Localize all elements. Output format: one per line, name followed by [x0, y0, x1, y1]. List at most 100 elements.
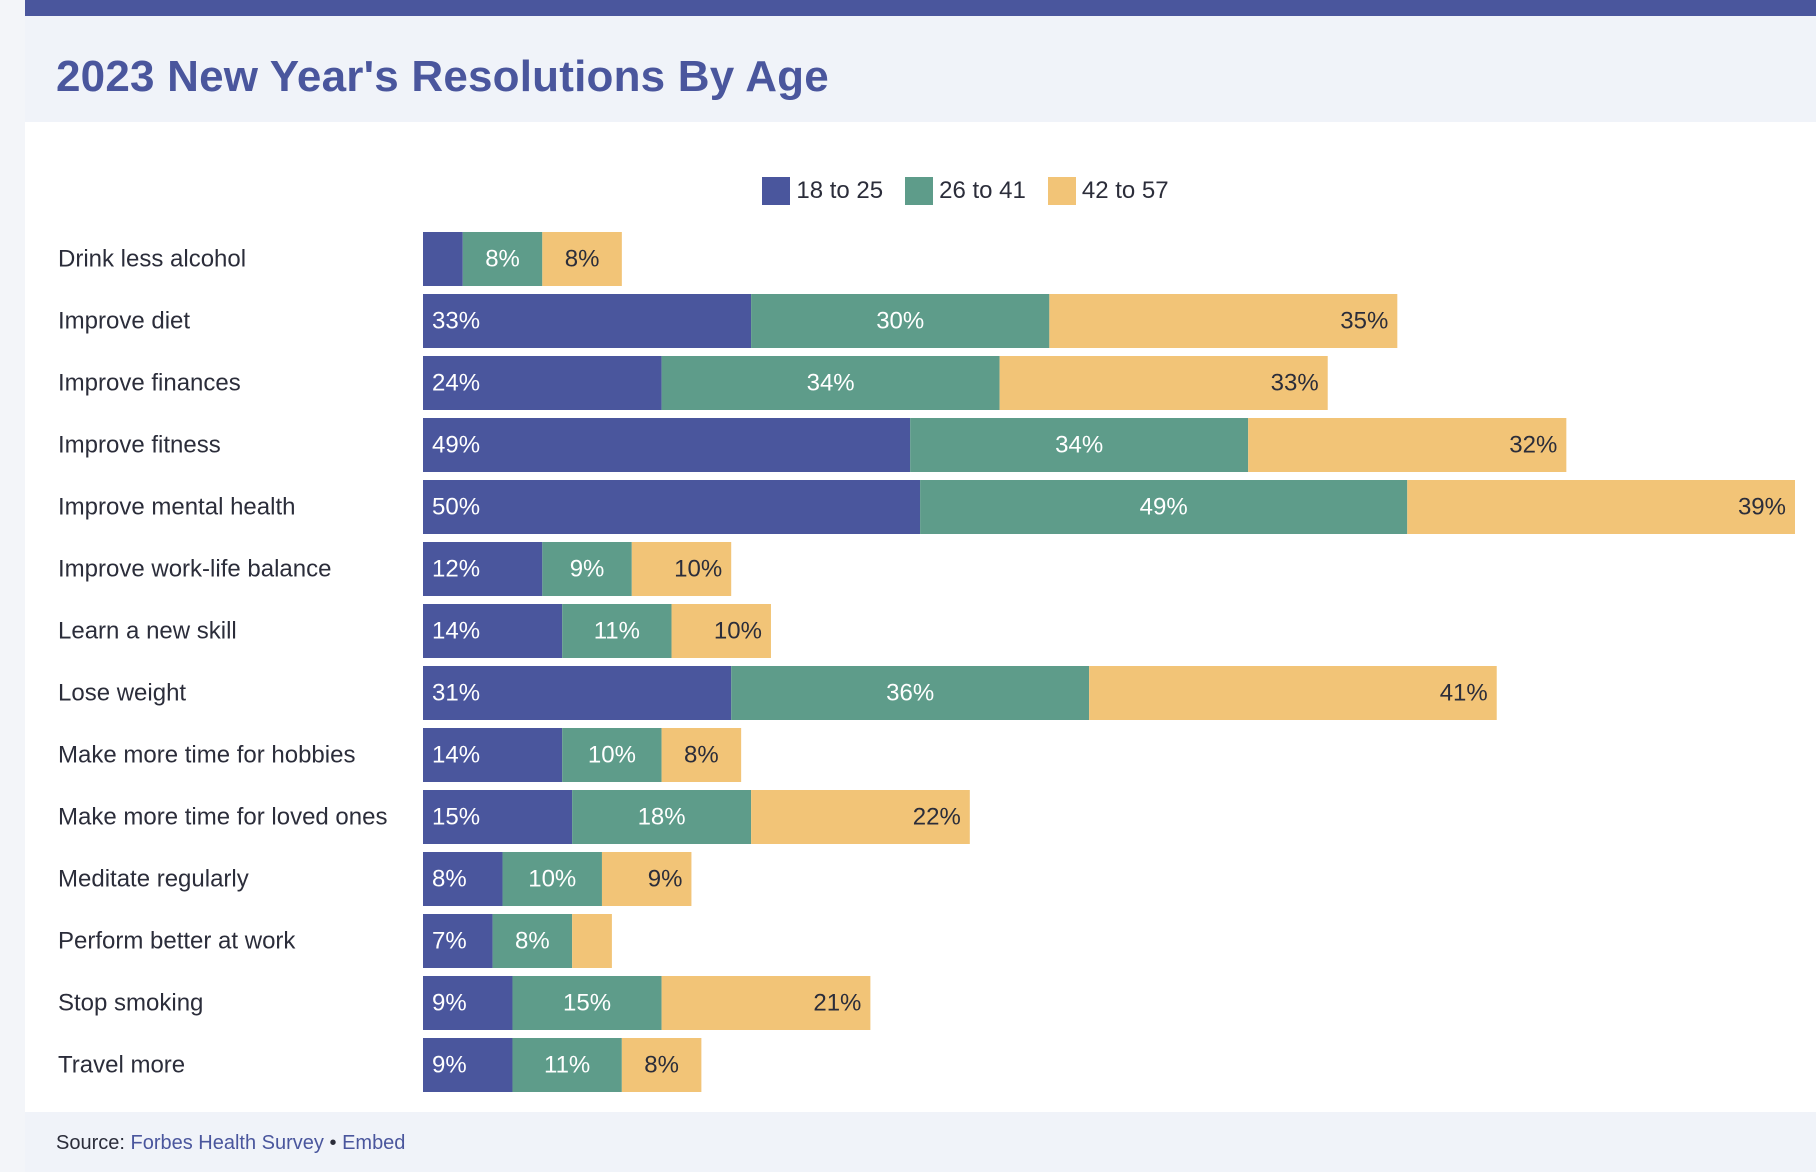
category-label-make-more-time-for-loved-ones: Make more time for loved ones	[58, 804, 387, 831]
data-label-improve-work-life-balance-26-to-41: 9%	[570, 556, 605, 583]
category-label-make-more-time-for-hobbies: Make more time for hobbies	[58, 742, 355, 769]
data-label-make-more-time-for-loved-ones-42-to-57: 22%	[913, 804, 961, 831]
data-label-stop-smoking-42-to-57: 21%	[813, 990, 861, 1017]
data-label-improve-fitness-18-to-25: 49%	[432, 432, 480, 459]
chart-header: 2023 New Year's Resolutions By Age	[25, 16, 1816, 122]
data-label-meditate-regularly-26-to-41: 10%	[528, 866, 576, 893]
bar-make-more-time-for-hobbies-26-to-41[interactable]	[562, 728, 662, 782]
data-label-perform-better-at-work-26-to-41: 8%	[515, 928, 550, 955]
bar-drink-less-alcohol-26-to-41[interactable]	[462, 232, 543, 286]
data-label-improve-mental-health-18-to-25: 50%	[432, 494, 480, 521]
category-label-perform-better-at-work: Perform better at work	[58, 928, 296, 955]
bar-learn-a-new-skill-26-to-41[interactable]	[562, 604, 672, 658]
data-label-improve-finances-42-to-57: 33%	[1271, 370, 1319, 397]
bar-improve-finances-26-to-41[interactable]	[661, 356, 1000, 410]
bar-improve-work-life-balance-26-to-41[interactable]	[542, 542, 632, 596]
bar-lose-weight-18-to-25[interactable]	[423, 666, 732, 720]
data-label-stop-smoking-26-to-41: 15%	[563, 990, 611, 1017]
data-label-improve-mental-health-42-to-57: 39%	[1738, 494, 1786, 521]
bar-travel-more-18-to-25[interactable]	[423, 1038, 513, 1092]
data-label-improve-diet-18-to-25: 33%	[432, 308, 480, 335]
bar-improve-work-life-balance-18-to-25[interactable]	[423, 542, 543, 596]
legend-item-42-to-57[interactable]: 42 to 57	[1047, 177, 1169, 205]
data-label-perform-better-at-work-18-to-25: 7%	[432, 928, 467, 955]
bar-meditate-regularly-18-to-25[interactable]	[423, 852, 503, 906]
data-label-improve-finances-18-to-25: 24%	[432, 370, 480, 397]
bar-improve-mental-health-42-to-57[interactable]	[1407, 480, 1795, 534]
bar-make-more-time-for-loved-ones-26-to-41[interactable]	[572, 790, 752, 844]
bar-improve-fitness-42-to-57[interactable]	[1248, 418, 1567, 472]
bar-lose-weight-26-to-41[interactable]	[731, 666, 1090, 720]
legend-swatch-26-to-41	[905, 177, 934, 205]
bar-learn-a-new-skill-42-to-57[interactable]	[671, 604, 771, 658]
data-label-meditate-regularly-18-to-25: 8%	[432, 866, 467, 893]
bar-make-more-time-for-loved-ones-18-to-25[interactable]	[423, 790, 573, 844]
bar-perform-better-at-work-18-to-25[interactable]	[423, 914, 493, 968]
chart-legend: 18 to 25 26 to 41 42 to 57	[25, 175, 1816, 207]
data-label-make-more-time-for-loved-ones-18-to-25: 15%	[432, 804, 480, 831]
bar-improve-diet-18-to-25[interactable]	[423, 294, 752, 348]
bar-perform-better-at-work-26-to-41[interactable]	[492, 914, 573, 968]
bar-improve-finances-42-to-57[interactable]	[999, 356, 1328, 410]
data-label-lose-weight-18-to-25: 31%	[432, 680, 480, 707]
data-label-lose-weight-42-to-57: 41%	[1440, 680, 1488, 707]
bar-improve-fitness-18-to-25[interactable]	[423, 418, 911, 472]
source-line: Source: Forbes Health Survey • Embed	[56, 1132, 405, 1155]
category-label-drink-less-alcohol: Drink less alcohol	[58, 246, 246, 273]
bar-drink-less-alcohol-18-to-25[interactable]	[423, 232, 463, 286]
bar-improve-diet-26-to-41[interactable]	[751, 294, 1050, 348]
data-label-learn-a-new-skill-18-to-25: 14%	[432, 618, 480, 645]
category-label-improve-finances: Improve finances	[58, 370, 241, 397]
data-label-improve-mental-health-26-to-41: 49%	[1140, 494, 1188, 521]
bar-stop-smoking-26-to-41[interactable]	[512, 976, 662, 1030]
legend-swatch-42-to-57	[1047, 177, 1076, 205]
data-label-lose-weight-26-to-41: 36%	[886, 680, 934, 707]
bar-meditate-regularly-42-to-57[interactable]	[601, 852, 692, 906]
bar-make-more-time-for-hobbies-42-to-57[interactable]	[661, 728, 742, 782]
data-label-learn-a-new-skill-42-to-57: 10%	[714, 618, 762, 645]
embed-link[interactable]: Embed	[342, 1132, 406, 1154]
bar-lose-weight-42-to-57[interactable]	[1089, 666, 1497, 720]
data-label-improve-work-life-balance-18-to-25: 12%	[432, 556, 480, 583]
category-label-meditate-regularly: Meditate regularly	[58, 866, 249, 893]
data-label-improve-work-life-balance-42-to-57: 10%	[674, 556, 722, 583]
data-label-drink-less-alcohol-26-to-41: 8%	[485, 246, 520, 273]
bar-travel-more-42-to-57[interactable]	[621, 1038, 702, 1092]
bar-stop-smoking-18-to-25[interactable]	[423, 976, 513, 1030]
data-label-drink-less-alcohol-42-to-57: 8%	[565, 246, 600, 273]
category-label-travel-more: Travel more	[58, 1052, 185, 1079]
bar-improve-finances-18-to-25[interactable]	[423, 356, 662, 410]
data-label-travel-more-26-to-41: 11%	[544, 1052, 590, 1079]
data-label-improve-diet-42-to-57: 35%	[1340, 308, 1388, 335]
chart-card: 2023 New Year's Resolutions By Age 18 to…	[25, 0, 1816, 1172]
bar-stop-smoking-42-to-57[interactable]	[661, 976, 871, 1030]
category-label-learn-a-new-skill: Learn a new skill	[58, 618, 237, 645]
bar-travel-more-26-to-41[interactable]	[512, 1038, 622, 1092]
legend-item-18-to-25[interactable]: 18 to 25	[762, 177, 883, 205]
bar-perform-better-at-work-42-to-57[interactable]	[572, 914, 612, 968]
category-label-improve-diet: Improve diet	[58, 308, 190, 335]
category-label-improve-fitness: Improve fitness	[58, 432, 221, 459]
source-label: Source:	[56, 1132, 125, 1154]
bar-meditate-regularly-26-to-41[interactable]	[502, 852, 602, 906]
bar-learn-a-new-skill-18-to-25[interactable]	[423, 604, 563, 658]
data-label-travel-more-42-to-57: 8%	[644, 1052, 679, 1079]
bar-make-more-time-for-hobbies-18-to-25[interactable]	[423, 728, 563, 782]
bar-make-more-time-for-loved-ones-42-to-57[interactable]	[751, 790, 970, 844]
bar-drink-less-alcohol-42-to-57[interactable]	[542, 232, 622, 286]
data-label-meditate-regularly-42-to-57: 9%	[648, 866, 683, 893]
bar-improve-mental-health-18-to-25[interactable]	[423, 480, 921, 534]
bar-improve-work-life-balance-42-to-57[interactable]	[631, 542, 732, 596]
category-label-lose-weight: Lose weight	[58, 680, 186, 707]
source-link[interactable]: Forbes Health Survey	[130, 1132, 324, 1154]
data-label-learn-a-new-skill-26-to-41: 11%	[594, 618, 640, 645]
source-separator: •	[329, 1132, 337, 1154]
data-label-make-more-time-for-hobbies-26-to-41: 10%	[588, 742, 636, 769]
legend-item-26-to-41[interactable]: 26 to 41	[905, 177, 1026, 205]
stacked-bar-chart: Drink less alcohol 8% 8% Improve diet 33% 30%…	[58, 232, 1795, 1092]
legend-label-42-to-57: 42 to 57	[1081, 177, 1169, 204]
bar-improve-mental-health-26-to-41[interactable]	[920, 480, 1408, 534]
bar-improve-fitness-26-to-41[interactable]	[910, 418, 1249, 472]
data-label-improve-diet-26-to-41: 30%	[876, 308, 924, 335]
bar-improve-diet-42-to-57[interactable]	[1049, 294, 1398, 348]
